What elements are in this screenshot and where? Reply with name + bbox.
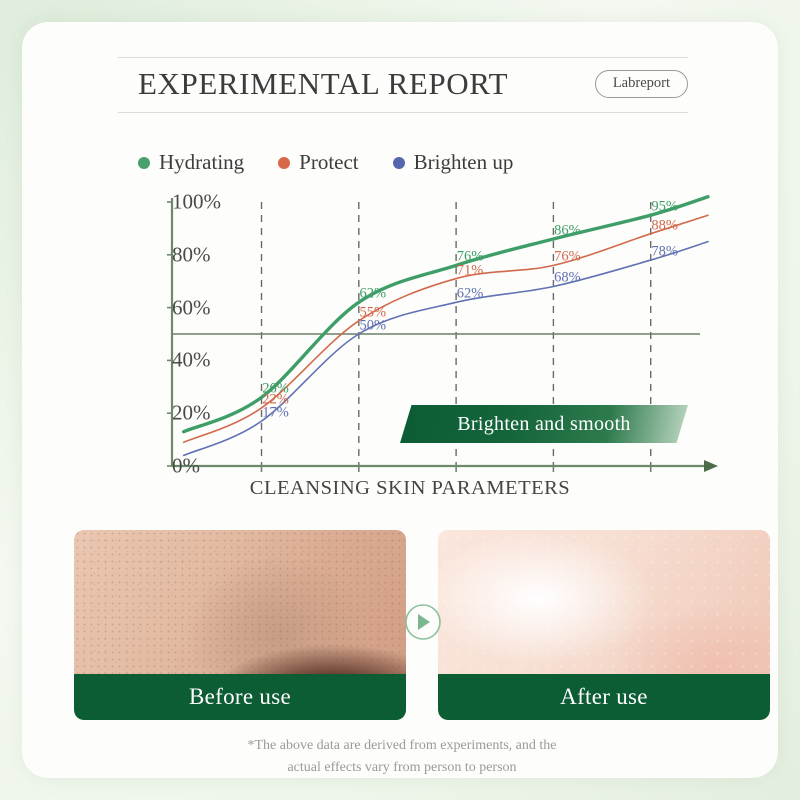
legend-item-hydrating[interactable]: Hydrating	[138, 150, 244, 175]
legend-dot-icon	[392, 156, 405, 169]
x-axis-title: CLEANSING SKIN PARAMETERS	[249, 477, 571, 499]
header-rule-top	[118, 57, 688, 58]
data-point-label: 88%	[651, 217, 678, 234]
data-point-label: 68%	[554, 269, 581, 286]
data-point-label: 78%	[651, 243, 678, 260]
after-caption: After use	[438, 674, 770, 720]
footnote: *The above data are derived from experim…	[142, 735, 662, 778]
legend-dot-icon	[138, 156, 150, 169]
page-title: EXPERIMENTAL REPORT	[138, 66, 509, 101]
y-tick-label: 100%	[172, 189, 221, 214]
data-point-label: 62%	[359, 285, 387, 302]
data-point-label: 95%	[651, 198, 678, 215]
chart-canvas	[167, 195, 718, 472]
data-point-label: 62%	[456, 285, 484, 302]
data-point-label: 17%	[262, 404, 289, 421]
before-caption: Before use	[74, 674, 406, 720]
y-tick-label: 80%	[172, 242, 211, 267]
brighten-and-smooth-banner: Brighten and smooth	[400, 405, 688, 443]
y-tick-label: 0%	[172, 453, 200, 478]
report-header: EXPERIMENTAL REPORT Labreport	[118, 57, 688, 113]
data-point-label: 76%	[456, 248, 484, 265]
legend-item-protect[interactable]: Protect	[278, 150, 359, 175]
after-photo[interactable]: After use	[438, 530, 770, 720]
data-point-label: 22%	[262, 391, 289, 408]
line-chart: 0% 20% 40% 60% 80% 100% 26% 62% 76% 86% 95% 22% 55%…	[100, 190, 720, 514]
data-point-label: 76%	[554, 248, 581, 265]
data-point-label: 55%	[359, 304, 387, 321]
data-point-label: 26%	[262, 380, 289, 397]
banner-label: Brighten and smooth	[457, 412, 631, 435]
data-point-label: 50%	[359, 317, 387, 334]
labreport-badge: Labreport	[594, 70, 688, 98]
footnote-line-1: *The above data are derived from experim…	[247, 738, 557, 753]
footnote-line-2: actual effects vary from person to perso…	[287, 759, 517, 775]
before-after-comparison: Before use After use	[74, 530, 770, 720]
arrow-right-circle-icon	[404, 603, 442, 641]
legend-dot-icon	[278, 156, 291, 169]
y-tick-label: 20%	[172, 400, 211, 425]
before-photo[interactable]: Before use	[74, 530, 406, 720]
legend-label: Brighten up	[413, 150, 514, 174]
chart-legend: Hydrating Protect Brighten up	[138, 150, 513, 175]
data-point-label: 86%	[554, 222, 581, 239]
report-card: EXPERIMENTAL REPORT Labreport Hydrating …	[22, 22, 778, 778]
y-tick-label: 40%	[172, 347, 211, 372]
legend-label: Hydrating	[159, 150, 245, 174]
header-rule-bottom	[118, 112, 688, 113]
data-point-label: 71%	[456, 262, 484, 279]
y-tick-label: 60%	[172, 295, 211, 320]
legend-label: Protect	[299, 150, 359, 174]
legend-item-brighten-up[interactable]: Brighten up	[392, 150, 514, 175]
